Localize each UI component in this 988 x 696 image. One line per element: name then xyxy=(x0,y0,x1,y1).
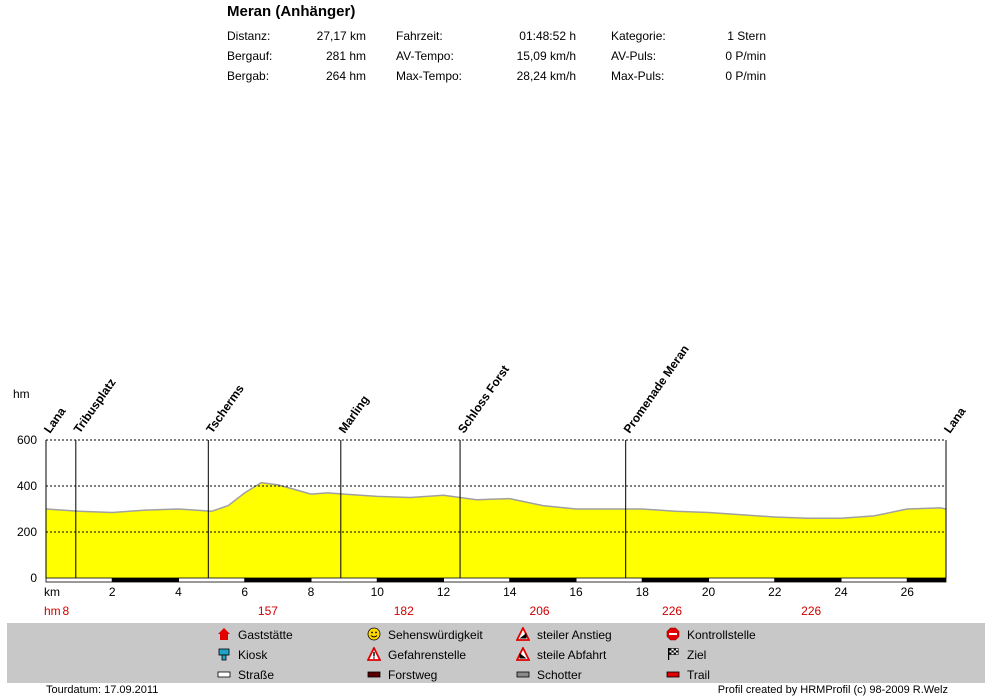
road-segment xyxy=(377,578,444,582)
hm-value: 226 xyxy=(801,604,821,618)
x-tick-label: 10 xyxy=(371,585,385,599)
stat-descent-label: Bergab: xyxy=(227,69,270,83)
stat-avgpulse-value: 0 P/min xyxy=(725,49,766,63)
credit-text: Profil created by HRMProfil (c) 98-2009 … xyxy=(717,684,948,696)
stop-icon xyxy=(666,627,680,641)
x-tick-label: 2 xyxy=(109,585,116,599)
waypoint-label: Tribusplatz xyxy=(71,376,119,436)
stat-ascent-value: 281 hm xyxy=(325,49,366,63)
road-segment xyxy=(509,578,576,582)
gravel-icon xyxy=(516,671,530,678)
waypoint-label: Schloss Forst xyxy=(455,363,512,436)
stat-ascent-label: Bergauf: xyxy=(227,49,273,63)
stat-distance-label: Distanz: xyxy=(227,29,271,43)
road-segment xyxy=(774,578,841,582)
legend-label: Forstweg xyxy=(388,668,438,682)
stat-distance-value: 27,17 km xyxy=(316,29,366,43)
legend-label: Gefahrenstelle xyxy=(388,648,467,662)
legend-label: steiler Anstieg xyxy=(537,628,612,642)
hm-value: 226 xyxy=(662,604,682,618)
stat-category-value: 1 Stern xyxy=(727,29,766,43)
stat-avgspeed-label: AV-Tempo: xyxy=(396,49,454,63)
stat-avgspeed-value: 15,09 km/h xyxy=(516,49,576,63)
warning-icon xyxy=(367,647,381,661)
x-tick-label: 4 xyxy=(175,585,182,599)
smiley-icon xyxy=(367,627,381,641)
hm-value: 206 xyxy=(530,604,550,618)
x-tick-label: 20 xyxy=(702,585,716,599)
waypoint-label: Lana xyxy=(941,404,969,435)
steep-descent-icon xyxy=(516,647,530,661)
legend-label: Trail xyxy=(687,668,710,682)
x-tick-label: 12 xyxy=(437,585,451,599)
legend-label: Gaststätte xyxy=(238,628,293,642)
legend-label: Kontrollstelle xyxy=(687,628,756,642)
trail-icon xyxy=(666,671,680,678)
legend-label: Straße xyxy=(238,668,275,682)
hm-row-label: hm xyxy=(44,604,61,618)
waypoint-label: Lana xyxy=(41,404,69,435)
waypoint-label: Promenade Meran xyxy=(621,342,692,435)
x-tick-label: 24 xyxy=(834,585,848,599)
stat-category-label: Kategorie: xyxy=(611,29,666,43)
x-tick-label: 18 xyxy=(636,585,650,599)
road-segment xyxy=(112,578,179,582)
stat-descent-value: 264 hm xyxy=(325,69,366,83)
y-tick-label: 0 xyxy=(30,571,37,585)
road-segment xyxy=(642,578,709,582)
stat-maxspeed-value: 28,24 km/h xyxy=(516,69,576,83)
forest-road-icon xyxy=(367,671,381,678)
page-title: Meran (Anhänger) xyxy=(227,3,356,20)
legend-label: Sehenswürdigkeit xyxy=(388,628,483,642)
stat-maxspeed-label: Max-Tempo: xyxy=(396,69,463,83)
x-tick-label: 16 xyxy=(569,585,583,599)
tour-date: Tourdatum: 17.09.2011 xyxy=(46,684,159,696)
waypoint-label: Marling xyxy=(336,393,372,436)
legend-label: Schotter xyxy=(537,668,582,682)
stat-avgpulse-label: AV-Puls: xyxy=(611,49,657,63)
stat-maxpulse-value: 0 P/min xyxy=(725,69,766,83)
hm-value: 157 xyxy=(258,604,278,618)
x-axis-label: km xyxy=(44,585,60,599)
elevation-area xyxy=(46,482,946,578)
kiosk-icon xyxy=(218,648,230,661)
road-segment xyxy=(244,578,311,582)
y-axis-label: hm xyxy=(13,387,30,401)
y-tick-label: 600 xyxy=(17,433,37,447)
stat-maxpulse-label: Max-Puls: xyxy=(611,69,665,83)
y-tick-label: 200 xyxy=(17,525,37,539)
steep-ascent-icon xyxy=(516,627,530,641)
legend-label: Kiosk xyxy=(238,648,268,662)
hm-value: 8 xyxy=(63,604,70,618)
road-segment xyxy=(907,578,946,582)
house-icon xyxy=(218,628,230,640)
legend-panel: Gaststätte Kiosk Straße Sehenswürdigkeit… xyxy=(7,623,985,683)
x-tick-label: 6 xyxy=(241,585,248,599)
legend-label: Ziel xyxy=(687,648,707,662)
finish-flag-icon xyxy=(668,648,679,660)
stat-ridetime-value: 01:48:52 h xyxy=(519,29,576,43)
elevation-line xyxy=(45,481,947,519)
legend-label: steile Abfahrt xyxy=(537,648,607,662)
x-tick-label: 26 xyxy=(901,585,915,599)
x-tick-label: 14 xyxy=(503,585,517,599)
y-tick-label: 400 xyxy=(17,479,37,493)
x-tick-label: 8 xyxy=(308,585,315,599)
x-tick-label: 22 xyxy=(768,585,782,599)
stat-ridetime-label: Fahrzeit: xyxy=(396,29,443,43)
hm-value: 182 xyxy=(394,604,414,618)
waypoint-label: Tscherms xyxy=(203,382,247,436)
road-icon xyxy=(217,671,231,678)
